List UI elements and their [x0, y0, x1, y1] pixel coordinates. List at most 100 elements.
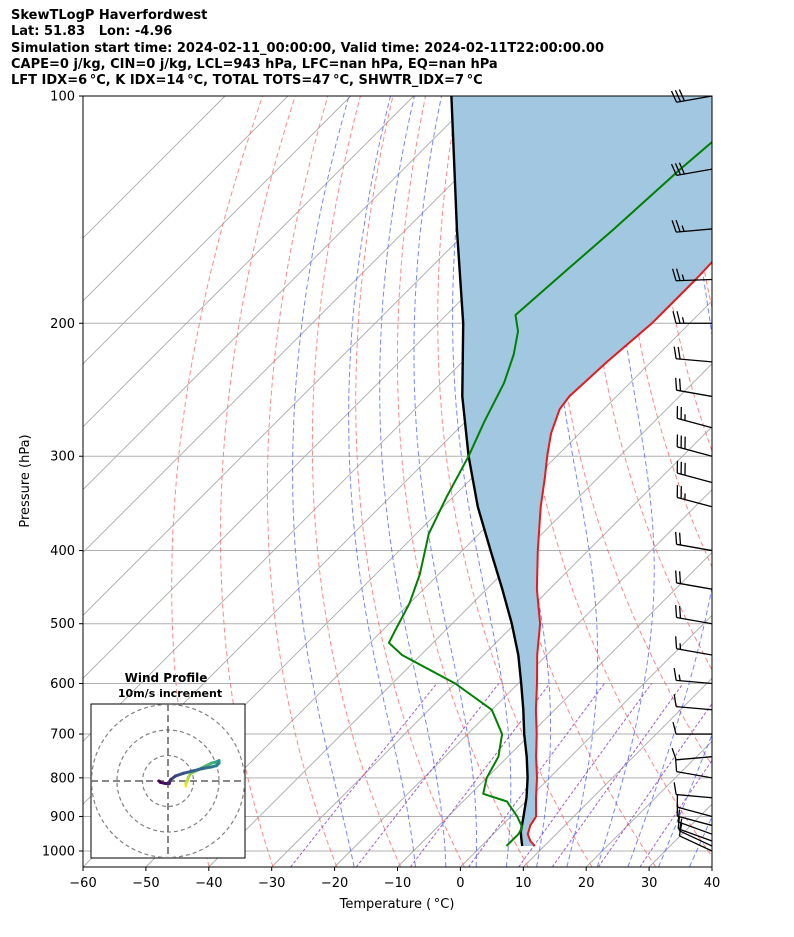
dry-adiabat-line: [751, 96, 794, 867]
wind-barb: [671, 268, 713, 282]
wind-barb-staff: [675, 278, 713, 282]
wind-barb-feather: [677, 809, 681, 822]
wind-barb-feather: [675, 605, 678, 618]
moist-adiabat-line: [292, 96, 355, 867]
wind-barb-staff: [676, 705, 713, 711]
wind-barb-staff: [676, 793, 713, 799]
wind-barb-staff: [677, 815, 713, 827]
wind-barb: [673, 346, 713, 363]
wind-barb-staff: [679, 835, 713, 852]
dry-adiabat-line: [397, 96, 529, 867]
dry-adiabat-line: [171, 96, 264, 867]
mixing-ratio-line: [409, 683, 551, 867]
wind-barb: [675, 531, 713, 552]
wind-barb-feather: [673, 694, 677, 707]
wind-profile-title: Wind Profile: [125, 671, 208, 685]
mixing-ratio-line: [468, 683, 605, 867]
wind-barb-staff: [676, 582, 713, 590]
wind-barb: [676, 406, 713, 429]
wind-barb-staff: [677, 806, 713, 818]
isotherm-line: [83, 96, 477, 491]
y-tick-label: 400: [50, 544, 75, 559]
wind-barb-feather: [678, 532, 682, 546]
wind-barb-feather: [674, 163, 682, 175]
wind-barb-staff: [676, 543, 713, 552]
dry-adiabat-line: [476, 96, 657, 867]
wind-barb-feather: [678, 378, 682, 391]
wind-barb-staff: [677, 446, 713, 457]
simulation-times: Simulation start time: 2024-02-11_00:00:…: [11, 40, 604, 56]
wind-barb-staff: [676, 648, 713, 656]
wind-barb-feather: [678, 571, 682, 584]
wind-barb: [676, 485, 713, 508]
wind-barb-feather: [678, 818, 683, 831]
wind-barb: [678, 818, 713, 847]
isotherm-line: [522, 677, 712, 867]
dry-adiabat-line: [437, 96, 593, 867]
wind-barb-feather: [677, 816, 681, 829]
wind-barb: [676, 460, 713, 484]
moist-adiabat-line: [596, 96, 655, 867]
wind-barb-feather: [673, 782, 677, 795]
wind-barb-feather: [675, 268, 681, 281]
mixing-ratio-line: [290, 683, 438, 867]
wind-barb-feather: [672, 721, 677, 735]
wind-barb-feather: [675, 219, 681, 232]
x-tick-label: 0: [456, 876, 464, 891]
wind-barb-feather: [673, 346, 677, 359]
isotherm-line: [83, 96, 352, 365]
wind-profile-subtitle: 10m/s increment: [118, 687, 222, 700]
temperature-line: [526, 260, 712, 847]
wind-barb: [678, 823, 713, 852]
wind-barb-staff: [677, 821, 713, 835]
moist-adiabat-line: [627, 96, 712, 867]
wind-barb-staff: [676, 95, 713, 103]
wind-barb: [670, 89, 713, 103]
moist-adiabat-line: [379, 96, 447, 867]
isotherm-line: [83, 96, 415, 428]
wind-barb-feather: [675, 636, 678, 649]
location-coordinates: Lat: 51.83 Lon: -4.96: [11, 24, 173, 40]
x-axis-label: Temperature ( °C): [339, 897, 455, 912]
wind-barb: [676, 434, 713, 457]
wind-barb-staff: [677, 828, 713, 842]
y-axis-label: Pressure (hPa): [18, 434, 33, 527]
wind-barb: [672, 721, 712, 735]
cin-shaded-area: [451, 96, 712, 846]
moist-adiabat-line: [348, 96, 416, 867]
wind-barb-feather: [671, 268, 677, 281]
wind-barb: [676, 803, 713, 827]
dry-adiabat-line: [311, 96, 402, 867]
dry-adiabat-line: [784, 96, 794, 867]
y-tick-label: 800: [50, 771, 75, 786]
y-tick-label: 1000: [42, 845, 75, 860]
wind-barb: [675, 377, 713, 398]
wind-barb-feather: [670, 90, 678, 103]
wind-barb-staff: [676, 228, 713, 233]
wind-barb-feather: [670, 163, 678, 176]
y-tick-label: 500: [50, 617, 75, 632]
x-tick-label: −20: [321, 876, 348, 891]
wind-barb-half-feather: [681, 225, 685, 232]
mixing-ratio-line: [597, 702, 712, 867]
isotherm-line: [334, 488, 712, 867]
wind-barb-feather: [674, 89, 682, 102]
stability-parameters: CAPE=0 j/kg, CIN=0 j/kg, LCL=943 hPa, LF…: [11, 56, 498, 72]
hodograph-trace-segment: [181, 769, 195, 775]
isotherm-line: [83, 96, 226, 239]
isotherm-line: [460, 614, 712, 867]
moist-adiabat-line: [452, 96, 512, 867]
y-tick-label: 700: [50, 728, 75, 743]
y-tick-label: 900: [50, 810, 75, 825]
wind-barb-half-feather: [681, 274, 685, 281]
hodograph-trace-segment: [157, 779, 162, 784]
wind-barb-staff: [676, 389, 713, 398]
isotherm-line: [208, 363, 712, 867]
wind-barb: [677, 809, 713, 835]
x-tick-label: 40: [704, 876, 721, 891]
wind-barb-staff: [679, 830, 713, 847]
wind-barb-staff: [677, 417, 713, 429]
wind-barb: [672, 311, 712, 324]
y-tick-label: 100: [50, 90, 75, 105]
